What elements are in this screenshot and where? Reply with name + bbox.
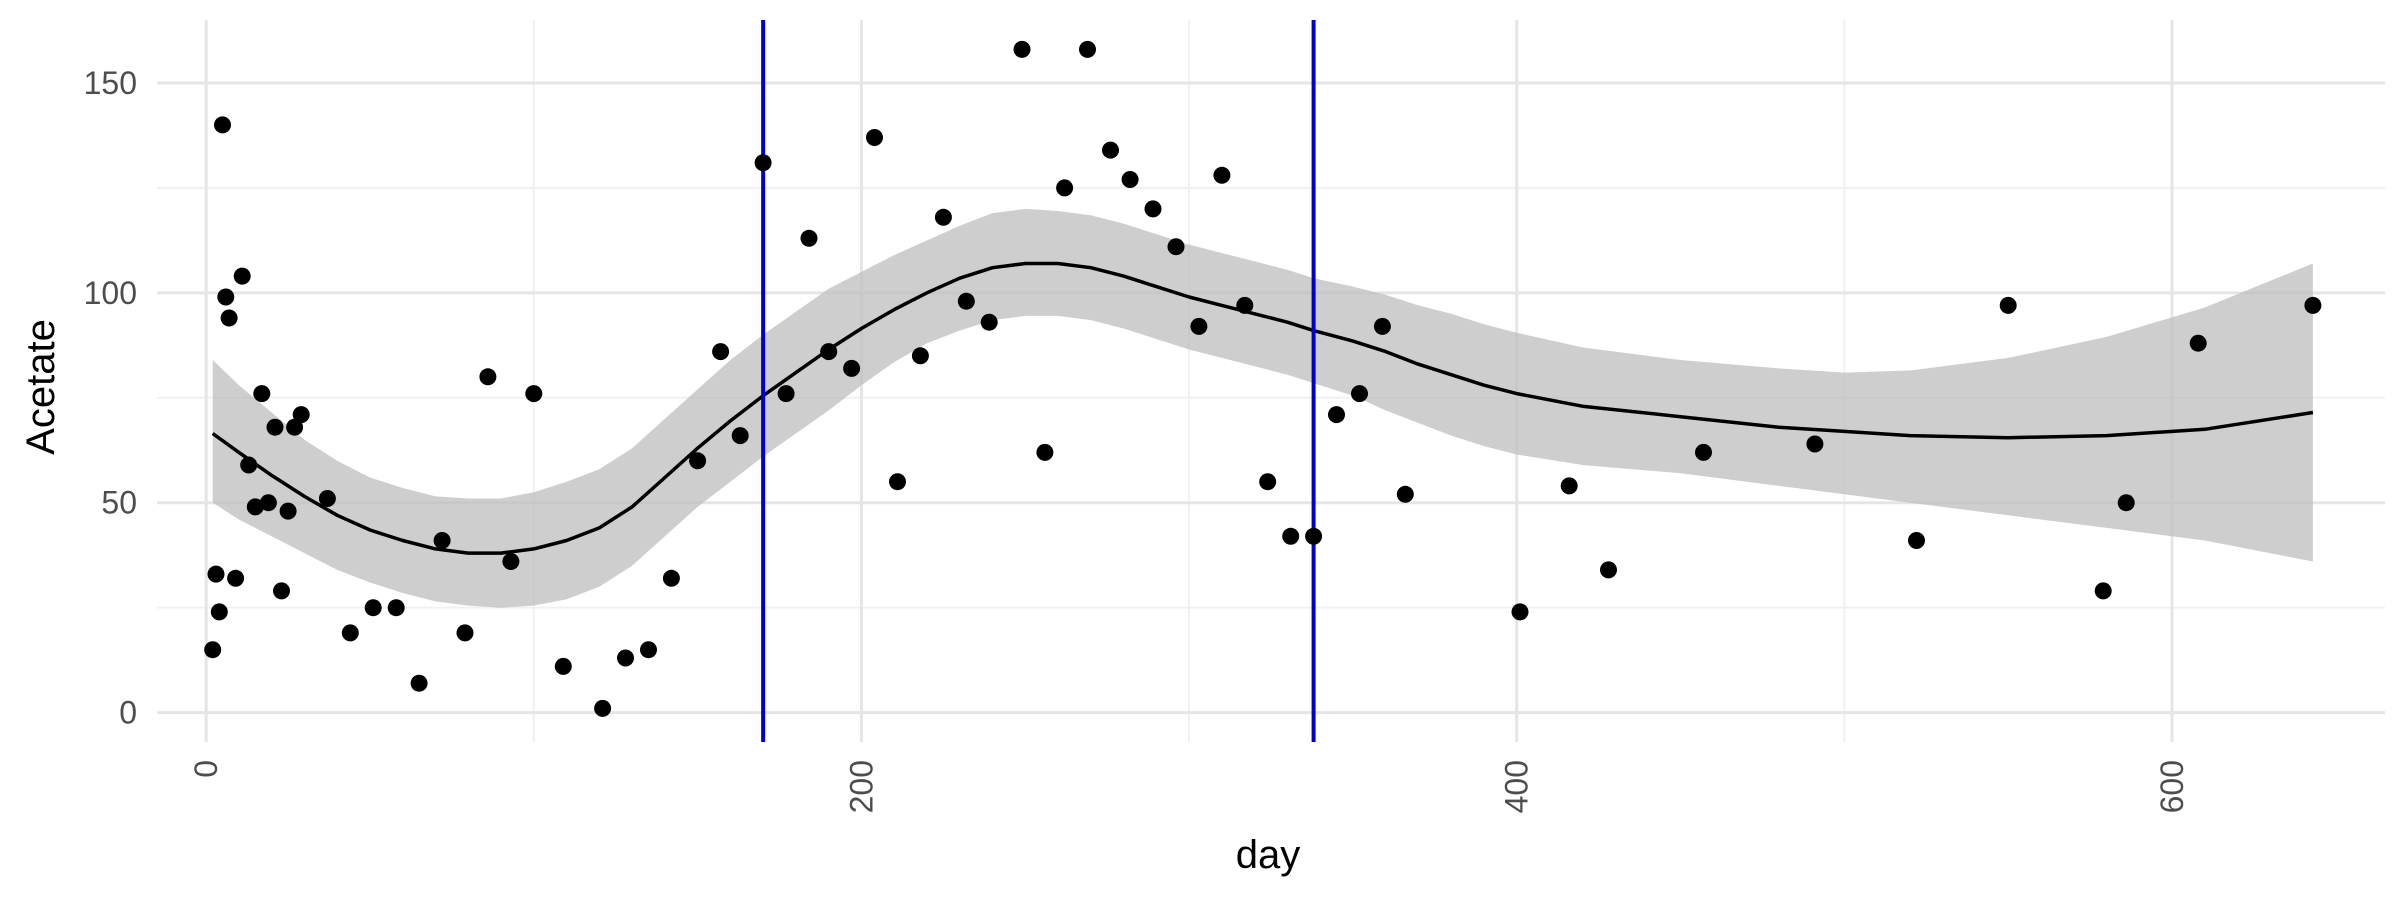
data-point bbox=[2117, 494, 2135, 512]
data-point bbox=[502, 553, 520, 570]
data-point bbox=[433, 532, 451, 549]
data-point bbox=[456, 624, 474, 642]
data-point bbox=[754, 154, 772, 172]
data-point bbox=[1305, 527, 1323, 545]
data-point bbox=[479, 368, 497, 386]
data-point bbox=[777, 385, 795, 403]
x-axis-title: day bbox=[1236, 833, 1301, 877]
data-point bbox=[1056, 179, 1074, 197]
y-tick-label: 100 bbox=[84, 275, 137, 311]
data-point bbox=[259, 494, 277, 512]
data-point bbox=[2094, 582, 2112, 600]
data-point bbox=[1236, 296, 1254, 314]
data-point bbox=[1036, 443, 1054, 461]
data-point bbox=[1144, 200, 1162, 218]
data-point bbox=[1167, 238, 1185, 256]
data-point bbox=[227, 569, 245, 587]
data-point bbox=[279, 502, 297, 520]
data-point bbox=[207, 565, 225, 583]
y-tick-label: 150 bbox=[84, 65, 137, 101]
data-point bbox=[1102, 141, 1119, 159]
x-tick-label: 400 bbox=[1499, 760, 1535, 813]
data-point bbox=[246, 498, 264, 516]
data-point bbox=[712, 343, 730, 361]
data-point bbox=[240, 456, 258, 474]
data-point bbox=[318, 490, 336, 507]
smooth-line-layer bbox=[211, 261, 2314, 555]
data-point bbox=[1259, 473, 1277, 491]
x-tick-label: 200 bbox=[843, 760, 879, 813]
data-point bbox=[1121, 171, 1139, 188]
data-point bbox=[1282, 527, 1300, 545]
data-point bbox=[2189, 334, 2207, 352]
smooth-line bbox=[211, 261, 2314, 555]
data-point bbox=[640, 641, 657, 659]
data-point bbox=[1511, 603, 1529, 621]
data-points bbox=[204, 40, 2322, 717]
data-point bbox=[594, 699, 612, 717]
data-point bbox=[689, 452, 707, 470]
data-point bbox=[1560, 477, 1578, 495]
data-point bbox=[800, 229, 818, 247]
y-tick-label: 0 bbox=[119, 695, 137, 731]
data-point bbox=[1328, 406, 1345, 424]
data-point bbox=[731, 427, 749, 445]
data-point bbox=[1396, 485, 1414, 503]
data-point bbox=[889, 473, 906, 491]
data-point bbox=[1351, 385, 1368, 403]
data-point bbox=[210, 603, 228, 621]
data-point bbox=[662, 569, 680, 587]
confidence-band bbox=[212, 208, 2313, 608]
data-point bbox=[387, 599, 405, 617]
data-point bbox=[220, 309, 238, 327]
data-point bbox=[1908, 532, 1925, 549]
data-point bbox=[217, 288, 235, 306]
y-tick-label: 50 bbox=[101, 485, 137, 521]
data-point bbox=[273, 582, 290, 600]
data-point bbox=[341, 624, 359, 642]
vertical-lines bbox=[761, 20, 1316, 742]
x-tick-label: 0 bbox=[188, 760, 224, 778]
data-point bbox=[214, 116, 231, 134]
data-point bbox=[1806, 435, 1824, 453]
data-point bbox=[266, 418, 284, 436]
data-point bbox=[911, 347, 929, 365]
x-tick-labels: 0 200 400 600 bbox=[188, 760, 2190, 813]
data-point bbox=[843, 359, 861, 377]
y-axis-title: Acetate bbox=[19, 319, 63, 455]
data-point bbox=[980, 313, 998, 331]
data-point bbox=[204, 641, 222, 659]
data-point bbox=[1013, 40, 1031, 58]
data-point bbox=[292, 406, 310, 424]
data-point bbox=[525, 385, 543, 403]
x-tick-label: 600 bbox=[2154, 760, 2190, 813]
data-point bbox=[934, 208, 952, 226]
data-point bbox=[233, 267, 251, 285]
data-point bbox=[1600, 561, 1617, 579]
data-point bbox=[957, 292, 975, 310]
data-point bbox=[1079, 40, 1096, 58]
data-point bbox=[866, 129, 883, 146]
data-point bbox=[253, 385, 271, 403]
data-point bbox=[820, 343, 838, 361]
data-point bbox=[1695, 443, 1712, 461]
data-point bbox=[364, 599, 382, 617]
data-point bbox=[1999, 296, 2017, 314]
data-point bbox=[554, 657, 572, 675]
data-point bbox=[286, 418, 304, 436]
data-point bbox=[1190, 317, 1208, 335]
data-point bbox=[1213, 166, 1231, 184]
data-point bbox=[1373, 317, 1391, 335]
y-tick-labels: 0 50 100 150 bbox=[84, 65, 137, 731]
data-point bbox=[617, 649, 634, 667]
data-point bbox=[2304, 296, 2322, 314]
data-point bbox=[410, 674, 428, 692]
confidence-band-area bbox=[212, 208, 2313, 608]
